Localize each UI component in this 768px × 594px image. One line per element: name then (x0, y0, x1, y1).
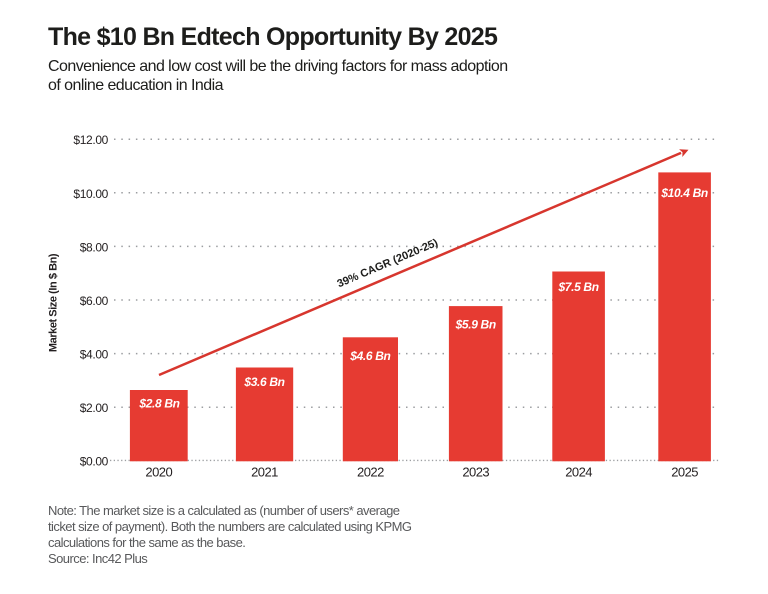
svg-text:2023: 2023 (462, 464, 489, 479)
svg-text:$4.00: $4.00 (80, 348, 109, 362)
svg-text:$6.00: $6.00 (80, 294, 109, 308)
svg-text:$7.5 Bn: $7.5 Bn (557, 280, 598, 294)
svg-text:2021: 2021 (251, 464, 278, 479)
svg-text:39% CAGR (2020-25): 39% CAGR (2020-25) (335, 237, 440, 290)
svg-text:$3.6 Bn: $3.6 Bn (243, 375, 284, 389)
svg-text:$4.6 Bn: $4.6 Bn (349, 349, 390, 363)
svg-text:$5.9 Bn: $5.9 Bn (455, 318, 496, 332)
svg-text:$2.00: $2.00 (80, 401, 109, 415)
svg-text:2020: 2020 (145, 464, 172, 479)
svg-text:$8.00: $8.00 (80, 240, 109, 254)
svg-text:2025: 2025 (671, 464, 698, 479)
svg-text:2024: 2024 (565, 464, 592, 479)
svg-text:Market Size (In $ Bn): Market Size (In $ Bn) (48, 253, 60, 352)
svg-text:$0.00: $0.00 (80, 454, 109, 468)
svg-text:$10.4 Bn: $10.4 Bn (660, 186, 708, 200)
svg-text:$12.00: $12.00 (73, 133, 108, 147)
svg-text:$10.00: $10.00 (73, 187, 108, 201)
svg-text:2022: 2022 (357, 464, 384, 479)
svg-text:$2.8 Bn: $2.8 Bn (138, 397, 179, 411)
